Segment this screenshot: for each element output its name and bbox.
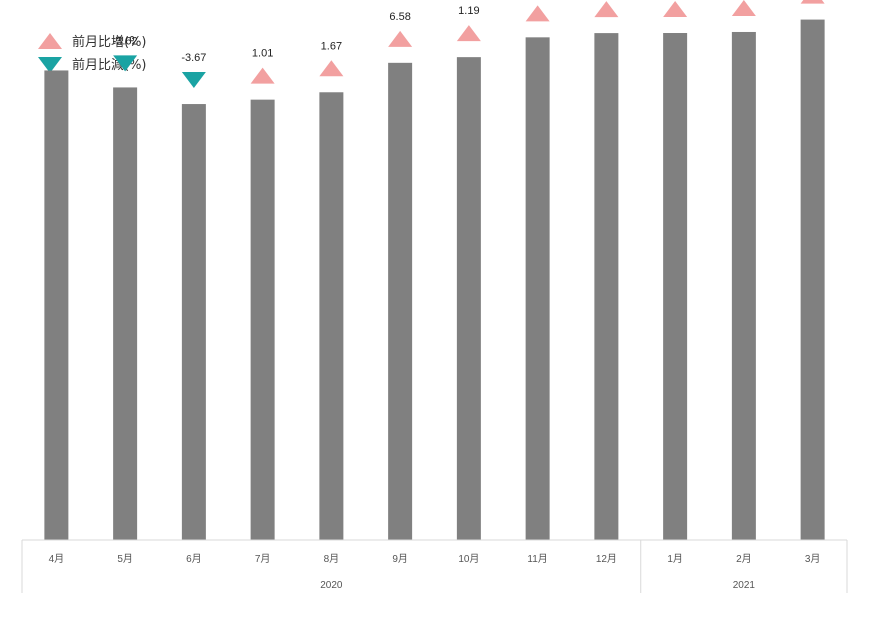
category-axis: 4月 5月 6月 7月 8月 9月 10月 11月 12月 1月 2月 3月 2020 2021 (21, 539, 848, 593)
bar (663, 33, 688, 540)
increase-marker (388, 30, 413, 47)
increase-marker (594, 1, 619, 18)
legend-down-triangle-icon (38, 57, 62, 73)
bar (800, 19, 825, 540)
bar (731, 31, 756, 541)
x-tick-label: 7月 (255, 553, 271, 565)
increase-marker (663, 1, 688, 18)
year-group-label: 2021 (733, 580, 756, 591)
bars (44, 19, 825, 541)
x-tick-label: 10月 (458, 553, 479, 565)
x-tick-label: 6月 (186, 553, 202, 565)
increase-marker (250, 67, 275, 84)
x-tick-label: 2月 (736, 553, 752, 565)
legend-up-triangle-icon (38, 33, 62, 49)
legend-up-label: 前月比増(%) (72, 34, 147, 50)
legend-down-label: 前月比減(%) (72, 57, 147, 73)
increase-marker (456, 25, 481, 42)
x-tick-label: 8月 (324, 553, 340, 565)
change-value-label: -3.67 (181, 52, 206, 64)
x-tick-label: 4月 (49, 553, 65, 565)
bar (250, 99, 275, 541)
change-value-label: 6.58 (389, 11, 410, 23)
change-value-label: -3.62 (113, 35, 138, 47)
x-tick-label: 9月 (392, 553, 408, 565)
bar (113, 87, 138, 540)
increase-marker (525, 5, 550, 22)
x-tick-label: 3月 (805, 553, 821, 565)
decrease-marker (113, 55, 138, 72)
change-value-label: 1.19 (458, 5, 479, 17)
increase-marker (800, 0, 825, 4)
change-markers (113, 0, 825, 89)
change-value-label: 1.01 (252, 48, 273, 60)
bar (594, 33, 619, 541)
change-value-label: 1.67 (321, 40, 342, 52)
bar (181, 104, 206, 540)
decrease-marker (181, 72, 206, 89)
year-group-label: 2020 (320, 580, 343, 591)
bar (319, 92, 344, 540)
x-tick-label: 5月 (117, 553, 133, 565)
bar (456, 57, 481, 540)
bar (388, 62, 413, 541)
x-tick-label: 11月 (527, 553, 547, 565)
increase-marker (731, 0, 756, 16)
increase-marker (319, 60, 344, 77)
x-tick-label: 12月 (596, 553, 617, 565)
x-tick-label: 1月 (667, 553, 683, 565)
bar (525, 37, 550, 540)
bar (44, 70, 69, 540)
change-labels: -3.62-3.671.011.676.581.194.10.840.020.2… (113, 5, 480, 64)
